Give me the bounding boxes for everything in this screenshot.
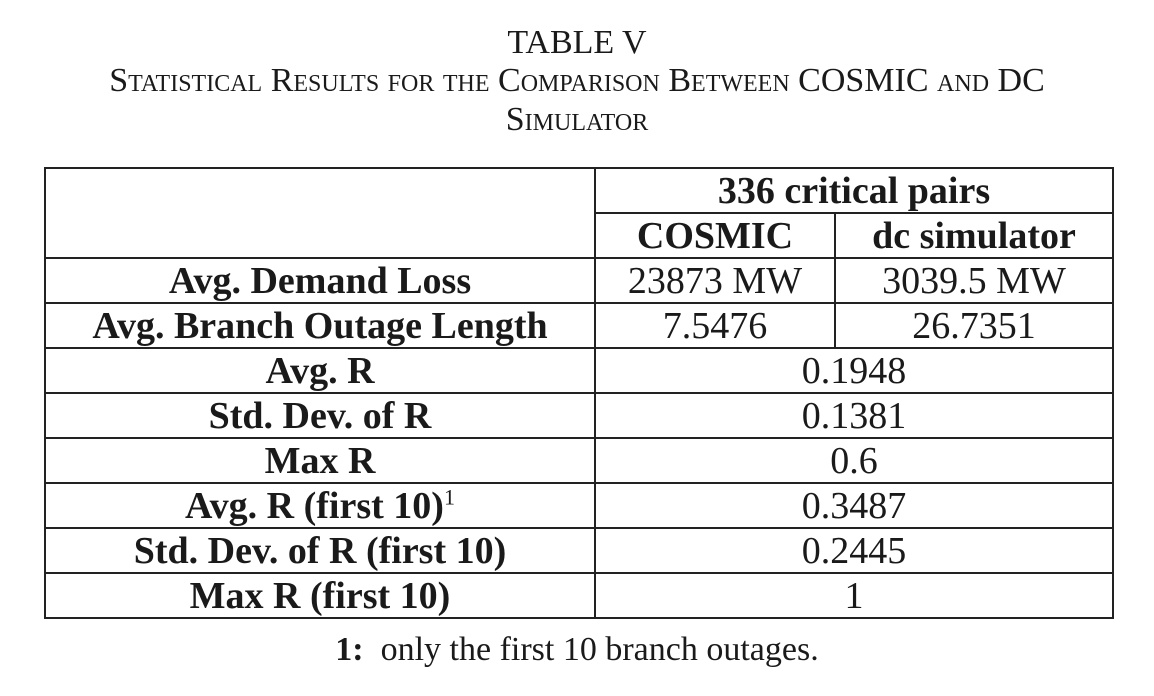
- table-title-line-2: Simulator: [505, 101, 649, 138]
- footnote-number: 1:: [335, 631, 364, 668]
- column-header-cosmic: COSMIC: [594, 212, 836, 259]
- cosmic-value: 7.5476: [594, 302, 836, 349]
- shared-value: 0.6: [594, 437, 1114, 484]
- header-row-columns: COSMIC dc simulator: [45, 212, 1114, 259]
- table-row: Max R (first 10) 1: [44, 572, 1114, 619]
- row-label: Avg. Branch Outage Length: [44, 302, 596, 349]
- table-label: TABLE V: [507, 24, 647, 61]
- table-row: Max R 0.6: [44, 437, 1114, 484]
- row-label: Max R: [44, 437, 596, 484]
- column-header-dc-simulator: dc simulator: [834, 212, 1114, 259]
- dc-simulator-value: 3039.5 MW: [834, 257, 1114, 304]
- footnote-marker: 1: [443, 483, 455, 509]
- shared-value: 0.3487: [594, 482, 1114, 529]
- table-row: Avg. R 0.1948: [44, 347, 1114, 394]
- header-row-group: 336 critical pairs: [44, 167, 1114, 259]
- row-label: Avg. Demand Loss: [44, 257, 596, 304]
- row-label: Max R (first 10): [44, 572, 596, 619]
- row-label: Avg. R: [44, 347, 596, 394]
- shared-value: 0.2445: [594, 527, 1114, 574]
- table-row: Avg. Demand Loss 23873 MW 3039.5 MW: [44, 257, 1114, 304]
- table-title-line-1: Statistical Results for the Comparison B…: [109, 62, 1045, 99]
- cosmic-value: 23873 MW: [594, 257, 836, 304]
- shared-value: 1: [594, 572, 1114, 619]
- table-row: Std. Dev. of R (first 10) 0.2445: [44, 527, 1114, 574]
- table-footnote: 1: only the first 10 branch outages.: [0, 632, 1154, 668]
- dc-simulator-value: 26.7351: [834, 302, 1114, 349]
- table-row: Avg. R (first 10)1 0.3487: [44, 482, 1114, 529]
- group-header: 336 critical pairs: [594, 167, 1114, 214]
- table-row: Avg. Branch Outage Length 7.5476 26.7351: [44, 302, 1114, 349]
- shared-value: 0.1948: [594, 347, 1114, 394]
- table-row: Std. Dev. of R 0.1381: [44, 392, 1114, 439]
- row-label-with-footnote: Avg. R (first 10)1: [44, 482, 596, 529]
- row-label-text: Avg. R (first 10): [185, 484, 444, 527]
- footnote-text: only the first 10 branch outages.: [380, 631, 819, 668]
- row-label: Std. Dev. of R: [44, 392, 596, 439]
- shared-value: 0.1381: [594, 392, 1114, 439]
- results-table: 336 critical pairs COSMIC dc simulator A…: [44, 167, 1114, 619]
- header-empty-cell: [44, 167, 596, 259]
- row-label: Std. Dev. of R (first 10): [44, 527, 596, 574]
